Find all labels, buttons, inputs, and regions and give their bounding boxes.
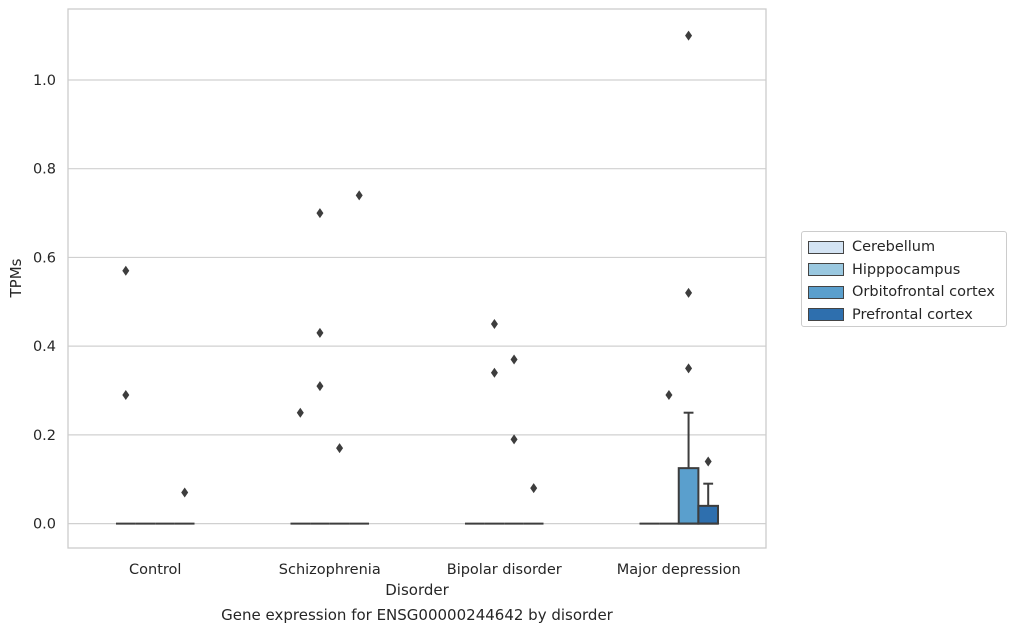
legend-swatch <box>808 308 844 322</box>
outlier-point <box>316 327 324 338</box>
x-tick-label: Bipolar disorder <box>447 562 562 578</box>
outlier-point <box>685 30 693 41</box>
x-axis-label: Disorder <box>385 581 449 599</box>
box <box>697 504 720 525</box>
outlier-point <box>296 407 304 418</box>
box <box>677 467 700 525</box>
outlier-point <box>122 265 130 276</box>
plot-frame <box>67 8 767 549</box>
y-tick-label: 0.2 <box>33 428 56 444</box>
outlier-point <box>316 381 324 392</box>
outlier-point <box>510 434 518 445</box>
legend-item: Hipppocampus <box>802 259 1006 282</box>
y-tick-label: 0.4 <box>33 339 56 355</box>
y-tick-labels: 0.0 0.2 0.4 0.6 0.8 1.0 <box>33 73 56 533</box>
outlier-points <box>122 30 712 498</box>
outlier-point <box>355 190 363 201</box>
outlier-point <box>704 456 712 467</box>
y-tick-label: 0.8 <box>33 162 56 178</box>
outlier-point <box>490 318 498 329</box>
x-tick-labels: Control Schizophrenia Bipolar disorder Majo… <box>129 562 741 578</box>
outlier-point <box>336 443 344 454</box>
outlier-point <box>665 389 673 400</box>
gridlines <box>68 79 766 525</box>
outlier-point <box>685 287 693 298</box>
x-tick-label: Control <box>129 562 181 578</box>
outlier-point <box>530 483 538 494</box>
legend-swatch <box>808 285 844 299</box>
legend-label: Orbitofrontal cortex <box>852 284 995 301</box>
y-axis-label: TPMs <box>7 258 25 298</box>
legend-swatch <box>808 240 844 254</box>
legend-swatch <box>808 263 844 277</box>
outlier-point <box>122 389 130 400</box>
box-series <box>115 411 720 525</box>
outlier-point <box>316 208 324 219</box>
legend-item: Prefrontal cortex <box>802 304 1006 327</box>
outlier-point <box>510 354 518 365</box>
x-tick-label: Major depression <box>617 562 741 578</box>
chart-caption: Gene expression for ENSG00000244642 by d… <box>221 606 613 624</box>
x-tick-label: Schizophrenia <box>279 562 381 578</box>
legend-label: Cerebellum <box>852 239 936 256</box>
outlier-point <box>490 367 498 378</box>
outlier-point <box>685 363 693 374</box>
legend-item: Cerebellum <box>802 236 1006 259</box>
outlier-point <box>181 487 189 498</box>
y-tick-label: 0.6 <box>33 250 56 266</box>
y-tick-label: 1.0 <box>33 73 56 89</box>
legend-label: Hipppocampus <box>852 261 961 278</box>
legend-item: Orbitofrontal cortex <box>802 281 1006 304</box>
y-tick-label: 0.0 <box>33 517 56 533</box>
legend-label: Prefrontal cortex <box>852 306 973 323</box>
legend: Cerebellum Hipppocampus Orbitofrontal cort… <box>801 231 1007 327</box>
